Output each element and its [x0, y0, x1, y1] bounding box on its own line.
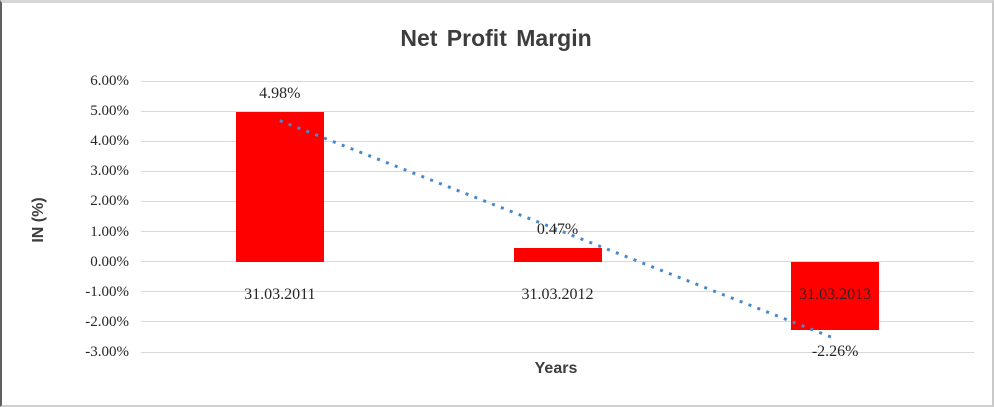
x-axis-title: Years	[534, 360, 578, 377]
y-axis-tick-label: -1.00%	[85, 283, 129, 300]
y-axis-tick-label: -2.00%	[85, 313, 129, 330]
gridline	[141, 110, 974, 112]
y-axis-tick-label: 6.00%	[90, 73, 129, 89]
x-axis-category-label: 31.03.2013	[799, 286, 872, 303]
x-axis-category-label: 31.03.2011	[244, 286, 316, 303]
y-axis-tick-label: 3.00%	[90, 163, 129, 180]
gridline	[141, 80, 974, 82]
bar-31.03.2012	[513, 247, 602, 262]
bar-data-label: 0.47%	[536, 220, 579, 238]
bar-data-label: 4.98%	[259, 84, 301, 102]
bar-data-label: -2.26%	[811, 342, 859, 360]
y-axis-tick-label: 0.00%	[90, 253, 129, 270]
gridline	[141, 351, 974, 353]
bar-31.03.2011	[235, 111, 324, 262]
y-axis-tick-label: 1.00%	[90, 223, 129, 240]
y-axis-tick-label: -3.00%	[85, 344, 129, 360]
y-axis-tick-label: 2.00%	[90, 193, 129, 210]
y-axis-tick-label: 5.00%	[90, 103, 129, 120]
chart-title: Net Profit Margin	[400, 25, 592, 51]
y-axis-tick-label: 4.00%	[90, 133, 129, 150]
x-axis-category-label: 31.03.2012	[521, 286, 594, 303]
